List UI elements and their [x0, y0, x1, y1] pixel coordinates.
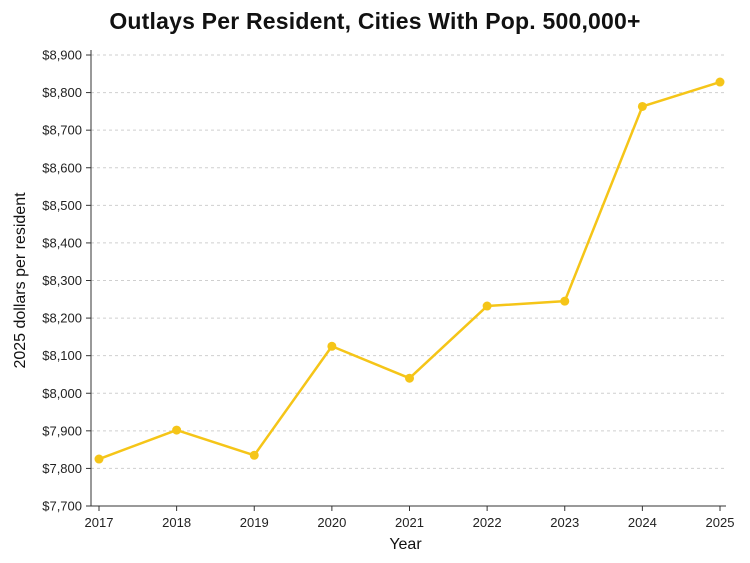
y-axis-title: 2025 dollars per resident: [12, 192, 29, 369]
data-point: [405, 373, 414, 383]
series-line: [98, 80, 721, 461]
y-tick-labels: $7,700 $7,800 $7,900 $8,000 $8,100 $8,200 $8,3…: [42, 48, 82, 514]
x-tick-label: 2023: [550, 515, 579, 530]
data-point: [482, 301, 492, 311]
y-tick-label: $8,200: [42, 311, 82, 326]
data-point: [637, 101, 647, 111]
x-tick-label: 2019: [240, 515, 269, 530]
x-tick-label: 2024: [628, 515, 657, 530]
chart-title: Outlays Per Resident, Cities With Pop. 5…: [109, 8, 641, 34]
y-tick-label: $8,800: [42, 85, 82, 100]
y-tick-label: $8,900: [42, 48, 82, 63]
data-points: [94, 77, 725, 464]
y-tick-label: $7,700: [42, 499, 82, 514]
y-tick-label: $8,700: [42, 123, 82, 138]
y-tick-label: $8,400: [42, 235, 82, 250]
data-point: [249, 450, 259, 460]
x-tick-label: 2021: [395, 515, 424, 530]
x-tick-label: 2020: [317, 515, 346, 530]
y-tick-label: $7,800: [42, 461, 82, 476]
series-line-layer: [98, 80, 721, 461]
y-tick-label: $8,100: [42, 348, 82, 363]
axes: [86, 50, 726, 511]
y-tick-label: $8,300: [42, 273, 82, 288]
x-tick-label: 2022: [473, 515, 502, 530]
gridlines: [91, 54, 726, 469]
data-point: [560, 296, 570, 306]
x-tick-label: 2018: [162, 515, 191, 530]
x-tick-label: 2025: [706, 515, 735, 530]
data-point: [172, 425, 182, 435]
y-tick-label: $7,900: [42, 423, 82, 438]
x-tick-labels: 2017 2018 2019 2020 2021 2022 2023 2024 2025: [85, 515, 735, 530]
data-point: [715, 77, 725, 87]
y-tick-label: $8,500: [42, 198, 82, 213]
data-point: [94, 454, 104, 464]
x-axis-title: Year: [389, 536, 422, 553]
data-point: [327, 341, 337, 351]
x-tick-label: 2017: [85, 515, 114, 530]
y-tick-label: $8,600: [42, 160, 82, 175]
y-tick-label: $8,000: [42, 386, 82, 401]
